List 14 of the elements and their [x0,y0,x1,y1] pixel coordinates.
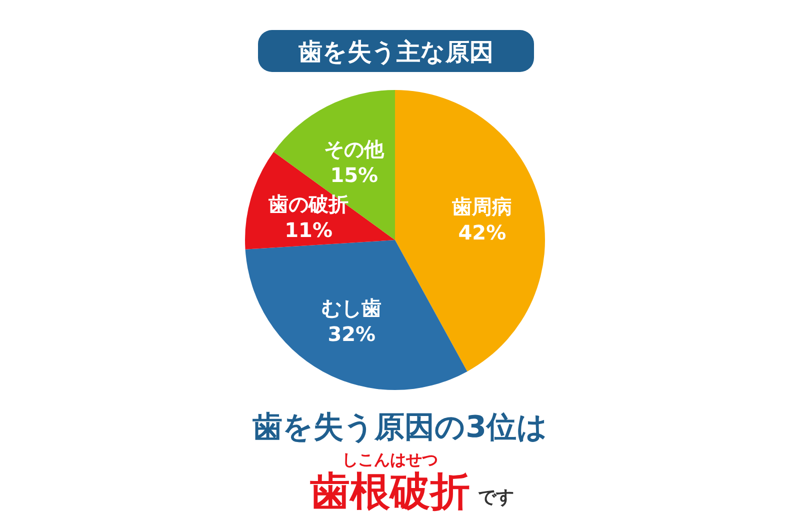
slice-label: むし歯 [322,296,382,320]
chart-title: 歯を失う主な原因 [298,38,494,66]
text: しこんはせつ [342,450,438,469]
slice-label: その他 [324,136,386,161]
data-label: 32% [328,322,376,346]
data-label: 15% [330,162,378,187]
text: 歯根破折 [310,469,470,515]
text: 歯を失う原因の3位は [252,410,548,445]
text: です [478,487,514,508]
slice-label: 歯の破折 [268,192,349,216]
data-label: 42% [458,220,506,245]
slice-label: 歯周病 [451,194,512,219]
data-label: 11% [284,218,333,242]
title: 歯を失う主な原因 [258,30,534,72]
